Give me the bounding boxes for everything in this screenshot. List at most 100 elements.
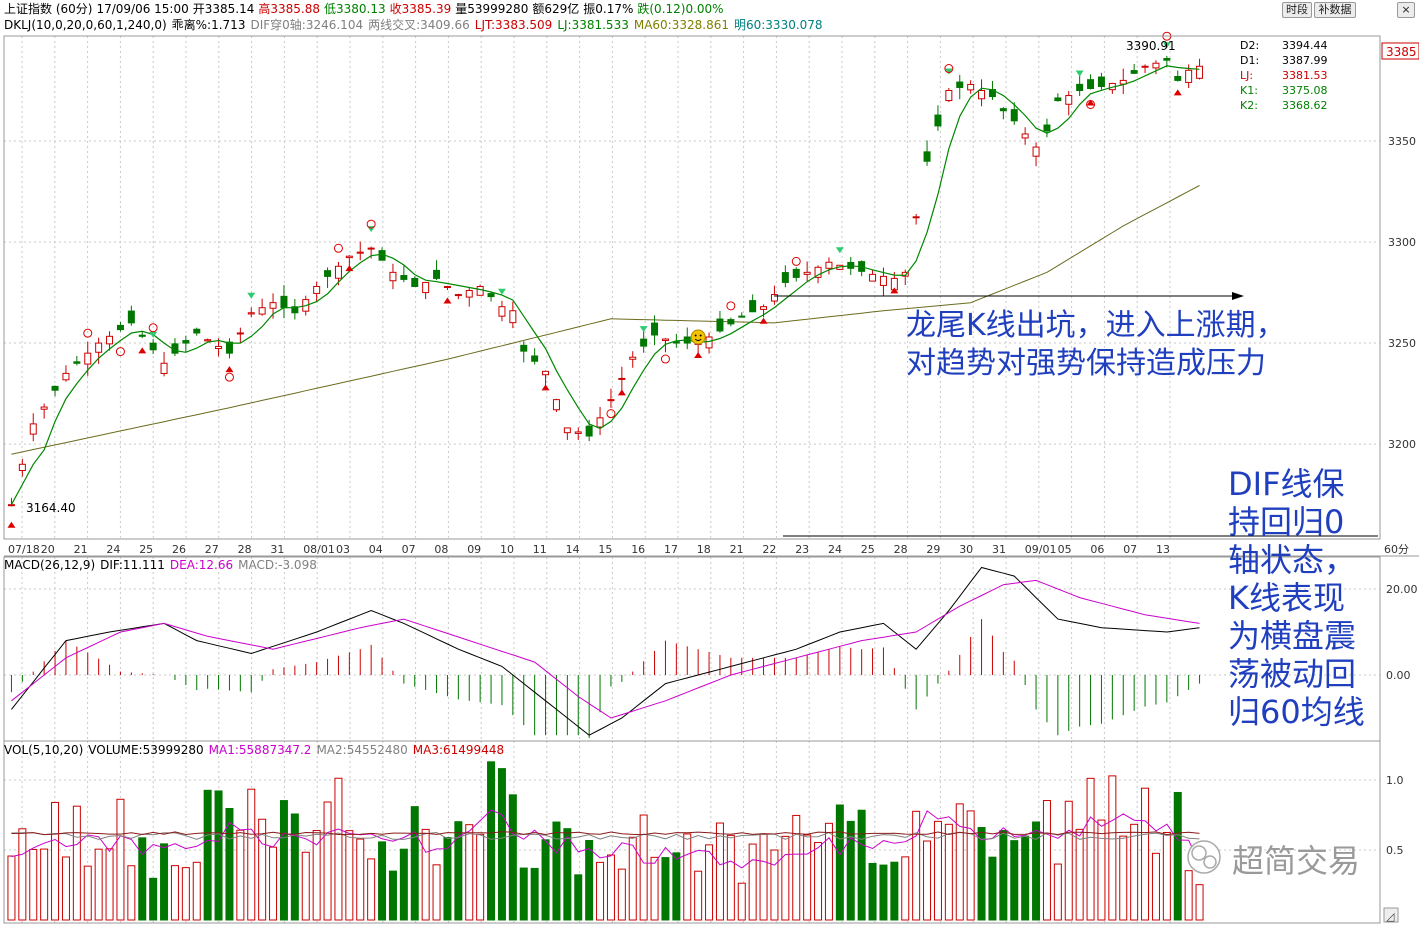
candle-body (1076, 83, 1084, 92)
up-arrow-icon (225, 366, 234, 373)
header-field: VOLUME:53999280 (88, 743, 203, 757)
candle-body (127, 310, 135, 324)
volume-bar (846, 820, 855, 921)
candle-body (1097, 76, 1105, 87)
dif-annotation-line: DIF线保 (1228, 465, 1345, 503)
candle-body (978, 90, 986, 100)
volume-bar (203, 789, 212, 921)
up-arrow-icon (617, 389, 626, 396)
volume-bar (1053, 863, 1062, 921)
candle-body (618, 377, 626, 380)
signal-circle (606, 409, 616, 419)
lj-ma-line (10, 65, 1200, 505)
candle-body (967, 83, 975, 91)
candle-body (356, 251, 364, 254)
volume-bar (857, 809, 866, 921)
candle-body (1065, 95, 1073, 105)
volume-bar (1042, 800, 1051, 921)
header-field: LJT:3383.509 (475, 18, 553, 32)
header-field: 低3380.13 (324, 2, 386, 16)
header-field: MA60:3328.861 (634, 18, 729, 32)
volume-bar (530, 867, 539, 921)
candle-body (62, 372, 70, 381)
volume-bar (258, 818, 267, 921)
refill-data-button[interactable]: 补数据 (1314, 2, 1356, 18)
volume-bar (933, 820, 942, 921)
volume-bar (290, 813, 299, 921)
candle-body (422, 281, 430, 294)
volume-bar (650, 856, 659, 921)
date-tick-label: 24 (828, 543, 842, 556)
dea-line (11, 579, 1200, 719)
candle-body (1141, 65, 1149, 68)
candle-body (738, 315, 746, 318)
smiley-eye (694, 334, 697, 337)
candle-body (1087, 79, 1095, 89)
date-tick-label: 22 (762, 543, 776, 556)
macd-panel-border (3, 556, 1381, 742)
candle-body (1010, 109, 1018, 122)
header-field: DEA:12.66 (170, 558, 233, 572)
date-tick-label: 07 (1123, 543, 1137, 556)
volume-bar (617, 868, 626, 921)
volume-bar (748, 843, 757, 921)
volume-bar (160, 843, 169, 921)
candle-body (443, 285, 451, 288)
volume-bar (1141, 787, 1150, 921)
header-field: 乖离%:1.713 (172, 17, 246, 32)
volume-header: VOL(5,10,20) VOLUME:53999280 MA1:55887347.… (4, 743, 504, 757)
date-tick-label: 31 (270, 543, 284, 556)
legend-value: 3387.99 (1282, 54, 1328, 67)
candle-body (269, 302, 277, 309)
candle-body (640, 338, 648, 347)
main-panel-border (3, 35, 1381, 540)
candle-body (160, 362, 168, 374)
current-price-label: 3385 (1386, 45, 1417, 59)
volume-bar (18, 828, 27, 921)
header-field: 上证指数 (60分) (4, 1, 92, 16)
down-arrow-icon (835, 247, 844, 254)
macd-panel: 0.00 20.00 (4, 566, 1418, 739)
volume-bar (1064, 800, 1073, 921)
volume-bar (1162, 831, 1171, 921)
volume-bar (1108, 775, 1117, 921)
candle-body (956, 81, 964, 88)
candle-body (1174, 76, 1182, 81)
signal-circle (148, 323, 158, 333)
volume-bar (127, 865, 136, 921)
candle-body (498, 306, 506, 317)
header-field: 开3385.14 (193, 2, 255, 16)
candle-body (1130, 70, 1138, 74)
signal-circle (224, 372, 234, 382)
volume-bar (1151, 852, 1160, 921)
volume-bar (1086, 777, 1095, 921)
volume-bar (149, 877, 158, 921)
close-icon[interactable]: × (1397, 2, 1415, 18)
signal-circle (944, 64, 954, 74)
scroll-icon[interactable]: ◿ (1383, 907, 1399, 923)
volume-bar (323, 801, 332, 921)
vol-ma3-line (11, 831, 1200, 836)
volume-bar (1195, 884, 1204, 921)
header-field: 跌(0.12)0.00% (637, 1, 723, 16)
candle-body (1021, 133, 1029, 139)
volume-bar (792, 814, 801, 921)
candle-body (487, 293, 495, 298)
dif-annotation-line: 为横盘震 (1228, 617, 1356, 655)
period-button[interactable]: 时段 (1282, 2, 1312, 18)
volume-bar (83, 865, 92, 921)
volume-bar (312, 829, 321, 921)
candle-body (454, 294, 462, 297)
volume-bar (824, 822, 833, 921)
volume-bar (378, 841, 387, 921)
volume-bar (999, 830, 1008, 921)
volume-bar (138, 837, 147, 921)
date-tick-label: 10 (500, 543, 514, 556)
volume-bar (955, 803, 964, 921)
candle-body (934, 114, 942, 127)
volume-bar (1184, 870, 1193, 921)
annotation-line-2: 对趋势对强势保持造成压力 (906, 346, 1266, 381)
candle-body (138, 334, 146, 337)
volume-bar (269, 846, 278, 921)
